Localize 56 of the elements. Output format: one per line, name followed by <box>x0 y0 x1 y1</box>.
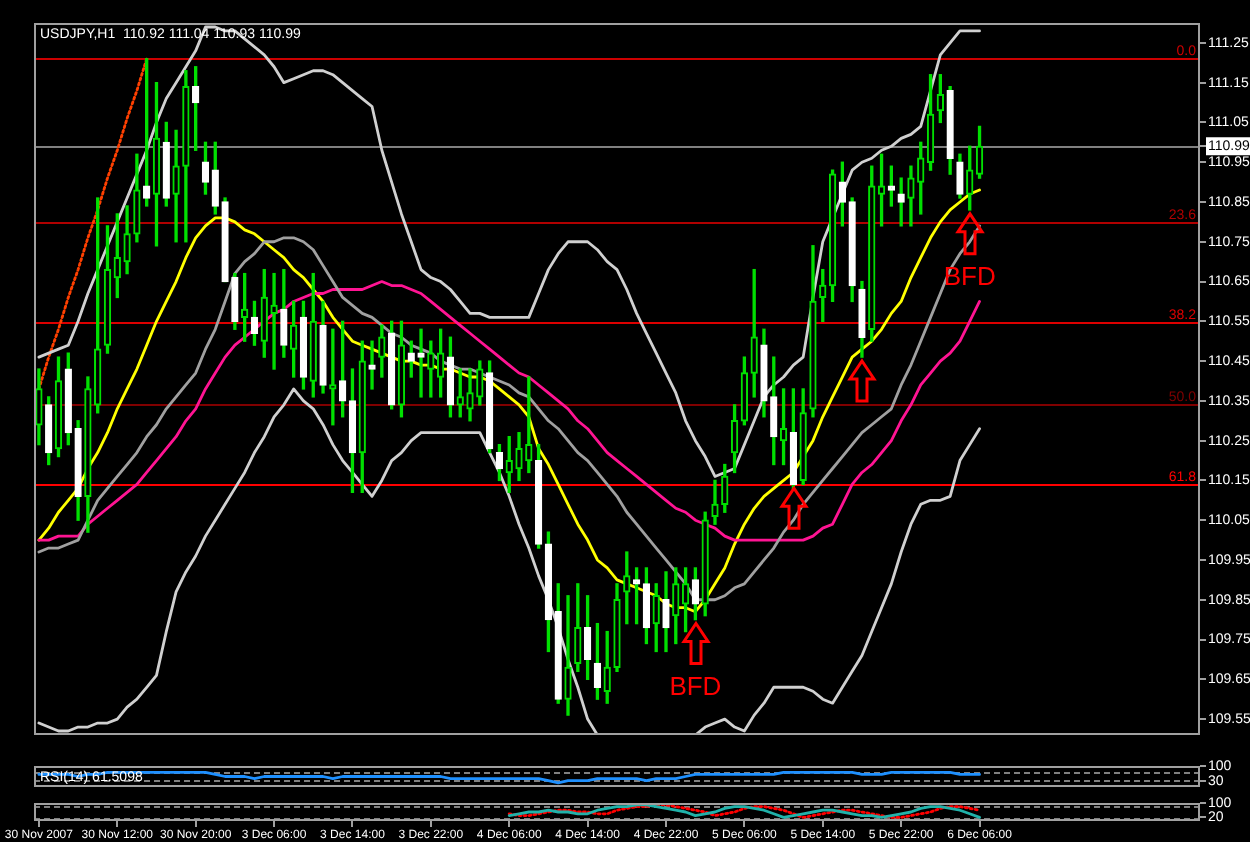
candlestick <box>133 153 141 243</box>
candlestick <box>603 630 611 704</box>
candlestick <box>711 479 719 525</box>
candlestick <box>613 583 621 673</box>
candlestick <box>897 177 905 227</box>
candlestick <box>329 328 337 426</box>
candlestick <box>701 511 709 617</box>
candlestick <box>417 328 425 398</box>
candlestick <box>466 368 474 422</box>
candlestick <box>221 197 229 283</box>
candlestick <box>54 356 63 458</box>
candlestick <box>564 595 572 716</box>
candlestick <box>642 567 651 645</box>
candlestick <box>574 583 582 673</box>
data-label: BFD <box>669 670 722 701</box>
candlestick <box>84 376 92 533</box>
candlestick <box>799 388 807 486</box>
candlestick <box>182 70 190 243</box>
candlestick <box>662 571 670 653</box>
candlestick <box>809 245 817 418</box>
candlestick <box>35 368 43 446</box>
candlestick <box>103 225 112 354</box>
candlestick <box>290 300 298 378</box>
candlestick <box>907 165 915 227</box>
candlestick <box>231 272 239 330</box>
candlestick <box>593 622 602 700</box>
candlestick <box>123 205 131 275</box>
candlestick <box>632 567 641 625</box>
candlestick <box>456 368 464 418</box>
candlestick <box>319 300 327 394</box>
candlestick <box>515 432 523 482</box>
candlestick <box>348 368 357 494</box>
candlestick <box>338 320 347 418</box>
candlestick <box>358 340 366 494</box>
candlestick <box>858 280 866 358</box>
candlestick <box>750 268 758 398</box>
candlestick <box>74 420 82 521</box>
candlestick <box>397 320 406 418</box>
data-label: BFD <box>943 260 996 291</box>
candlestick <box>270 272 278 370</box>
candlestick <box>94 197 102 414</box>
candlestick <box>956 153 964 199</box>
candlestick <box>172 129 180 243</box>
candlestick <box>828 169 837 303</box>
candlestick <box>309 272 317 398</box>
candlestick <box>476 360 484 406</box>
candlestick <box>583 595 592 680</box>
candlestick <box>436 328 445 398</box>
candlestick <box>260 268 268 358</box>
candlestick <box>152 82 161 247</box>
candlestick <box>368 340 376 390</box>
candlestick <box>760 328 768 418</box>
candlestick <box>848 197 856 303</box>
candlestick <box>534 443 543 549</box>
candlestick <box>378 324 386 378</box>
candlestick <box>485 360 494 454</box>
